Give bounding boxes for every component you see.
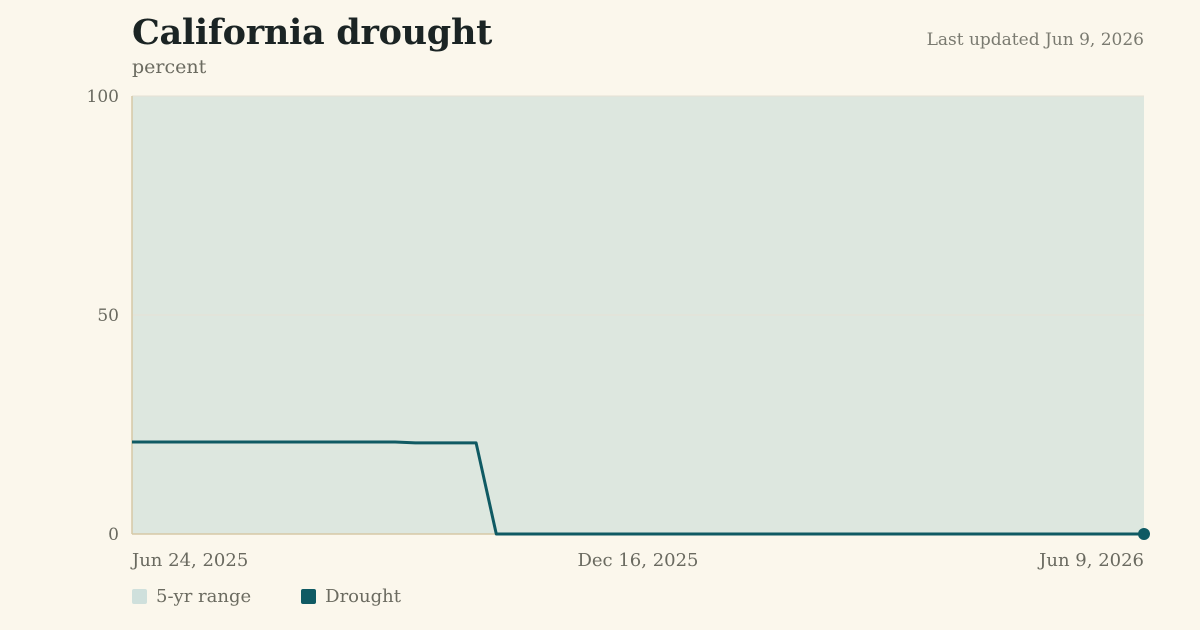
legend-item-drought: Drought — [301, 586, 401, 607]
legend-label-drought: Drought — [325, 586, 401, 607]
series-endpoint — [1138, 528, 1150, 540]
x-ticks: Jun 24, 2025 Dec 16, 2025 Jun 9, 2026 — [130, 550, 1144, 571]
x-tick-label: Jun 24, 2025 — [130, 550, 248, 571]
y-tick-label: 100 — [87, 87, 119, 107]
x-tick-label: Dec 16, 2025 — [577, 550, 698, 571]
legend-swatch-range — [132, 589, 147, 604]
legend: 5-yr range Drought — [132, 586, 451, 607]
y-tick-label: 50 — [97, 306, 119, 326]
y-tick-label: 0 — [108, 525, 119, 545]
gridlines — [132, 95, 1144, 316]
chart-subtitle: percent — [132, 56, 207, 78]
series-line-drought — [132, 440, 1144, 536]
legend-item-range: 5-yr range — [132, 586, 251, 607]
legend-label-range: 5-yr range — [156, 586, 252, 607]
last-updated: Last updated Jun 9, 2026 — [926, 30, 1144, 50]
chart-title: California drought — [132, 12, 492, 53]
legend-swatch-drought — [301, 589, 317, 604]
y-ticks: 0 50 100 — [87, 87, 119, 545]
x-tick-label: Jun 9, 2026 — [1037, 550, 1144, 571]
